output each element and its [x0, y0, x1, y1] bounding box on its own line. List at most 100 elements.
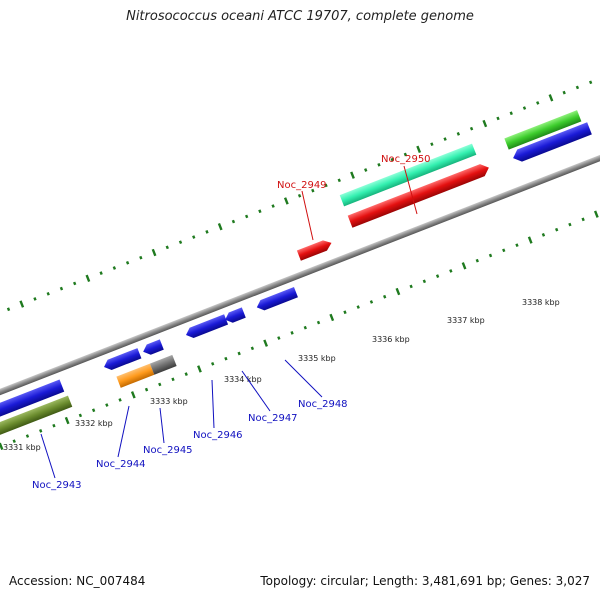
major-tick: [197, 365, 202, 373]
minor-tick: [509, 111, 513, 116]
major-tick: [19, 300, 25, 308]
minor-tick: [46, 291, 50, 296]
tick-label: 3334 kbp: [224, 375, 262, 384]
minor-tick: [588, 80, 593, 85]
gene-label-noc-2947[interactable]: Noc_2947: [248, 413, 298, 424]
major-tick: [395, 287, 401, 296]
gene-label-leader: [40, 433, 56, 479]
minor-tick: [324, 183, 328, 188]
minor-tick: [144, 387, 149, 392]
minor-tick: [25, 434, 30, 438]
gene-arrow-noc-2945: [143, 339, 164, 355]
major-tick: [461, 262, 467, 270]
minor-tick: [377, 162, 381, 167]
accession-label: Accession: NC_007484: [9, 574, 146, 588]
cog-bar-olive: [0, 395, 73, 437]
minor-tick: [158, 382, 162, 387]
minor-tick: [496, 116, 500, 121]
gene-arrow-plus-right: [513, 122, 592, 162]
gene-label-noc-2948[interactable]: Noc_2948: [298, 399, 348, 410]
gene-arrow-noc-2950: [347, 164, 489, 228]
minor-tick: [290, 331, 294, 335]
minor-tick: [469, 126, 474, 131]
inner-tick-ring: [0, 210, 599, 451]
minor-tick: [118, 398, 122, 402]
genome-backbone: [0, 134, 600, 403]
minor-tick: [52, 423, 56, 428]
minor-tick: [224, 356, 228, 361]
cog-bar-green: [504, 110, 582, 150]
major-tick: [217, 223, 223, 231]
tick-label: 3331 kbp: [3, 443, 41, 452]
gene-arrow-noc-2948: [256, 287, 298, 311]
minor-tick: [356, 305, 360, 309]
tick-label: 3333 kbp: [150, 397, 188, 406]
major-tick: [527, 236, 533, 244]
minor-tick: [258, 209, 262, 214]
minor-tick: [78, 413, 83, 418]
minor-tick: [184, 372, 188, 376]
major-tick: [64, 416, 70, 425]
gene-label-noc-2949[interactable]: Noc_2949: [277, 180, 327, 191]
gene-arrow-noc-2944: [104, 348, 142, 370]
major-tick: [85, 274, 91, 282]
major-tick: [263, 339, 268, 347]
major-tick: [329, 313, 335, 322]
minor-tick: [99, 271, 103, 275]
minor-tick: [6, 307, 11, 312]
minor-tick: [112, 266, 117, 270]
minor-tick: [475, 258, 479, 263]
minor-tick: [250, 346, 255, 351]
gene-label-noc-2943[interactable]: Noc_2943: [32, 480, 82, 491]
minor-tick: [536, 101, 540, 105]
major-tick: [283, 197, 289, 205]
gene-label-leader: [284, 359, 323, 398]
gene-label-leader: [403, 165, 418, 215]
minor-tick: [581, 217, 585, 222]
minor-tick: [430, 142, 434, 147]
minor-tick: [522, 106, 527, 110]
genome-stats-label: Topology: circular; Length: 3,481,691 bp…: [260, 574, 590, 588]
gene-label-noc-2945[interactable]: Noc_2945: [143, 445, 193, 456]
minor-tick: [562, 90, 566, 95]
minor-tick: [192, 235, 196, 239]
major-tick: [130, 391, 136, 399]
minor-tick: [364, 168, 368, 172]
minor-tick: [575, 85, 580, 90]
gene-label-noc-2944[interactable]: Noc_2944: [96, 459, 146, 470]
minor-tick: [403, 152, 408, 157]
minor-tick: [125, 260, 130, 265]
minor-tick: [59, 286, 64, 291]
map-title: Nitrosococcus oceani ATCC 19707, complet…: [126, 9, 474, 24]
minor-tick: [165, 245, 169, 250]
minor-tick: [105, 403, 109, 407]
major-tick: [548, 94, 554, 102]
minor-tick: [456, 132, 461, 136]
minor-tick: [73, 281, 77, 286]
minor-tick: [271, 204, 275, 208]
minor-tick: [343, 310, 347, 315]
gene-label-leader: [211, 379, 215, 429]
gene-label-leader: [159, 407, 165, 444]
gene-label-leader: [241, 370, 271, 412]
major-tick: [416, 145, 422, 154]
minor-tick: [449, 269, 453, 273]
minor-tick: [33, 297, 37, 301]
tick-label: 3338 kbp: [522, 298, 560, 307]
minor-tick: [12, 439, 16, 444]
gene-label-noc-2946[interactable]: Noc_2946: [193, 430, 243, 441]
minor-tick: [277, 336, 281, 340]
cog-bar-gray: [149, 354, 177, 375]
major-tick: [482, 119, 488, 128]
minor-tick: [297, 193, 302, 198]
minor-tick: [435, 274, 440, 278]
gene-label-leader: [117, 405, 130, 458]
major-tick: [0, 442, 4, 451]
cog-bar-orange: [116, 363, 155, 388]
cog-bar-teal: [339, 143, 477, 207]
minor-tick: [555, 227, 559, 232]
gene-label-noc-2950[interactable]: Noc_2950: [381, 154, 431, 165]
minor-tick: [303, 325, 307, 330]
minor-tick: [502, 248, 506, 253]
